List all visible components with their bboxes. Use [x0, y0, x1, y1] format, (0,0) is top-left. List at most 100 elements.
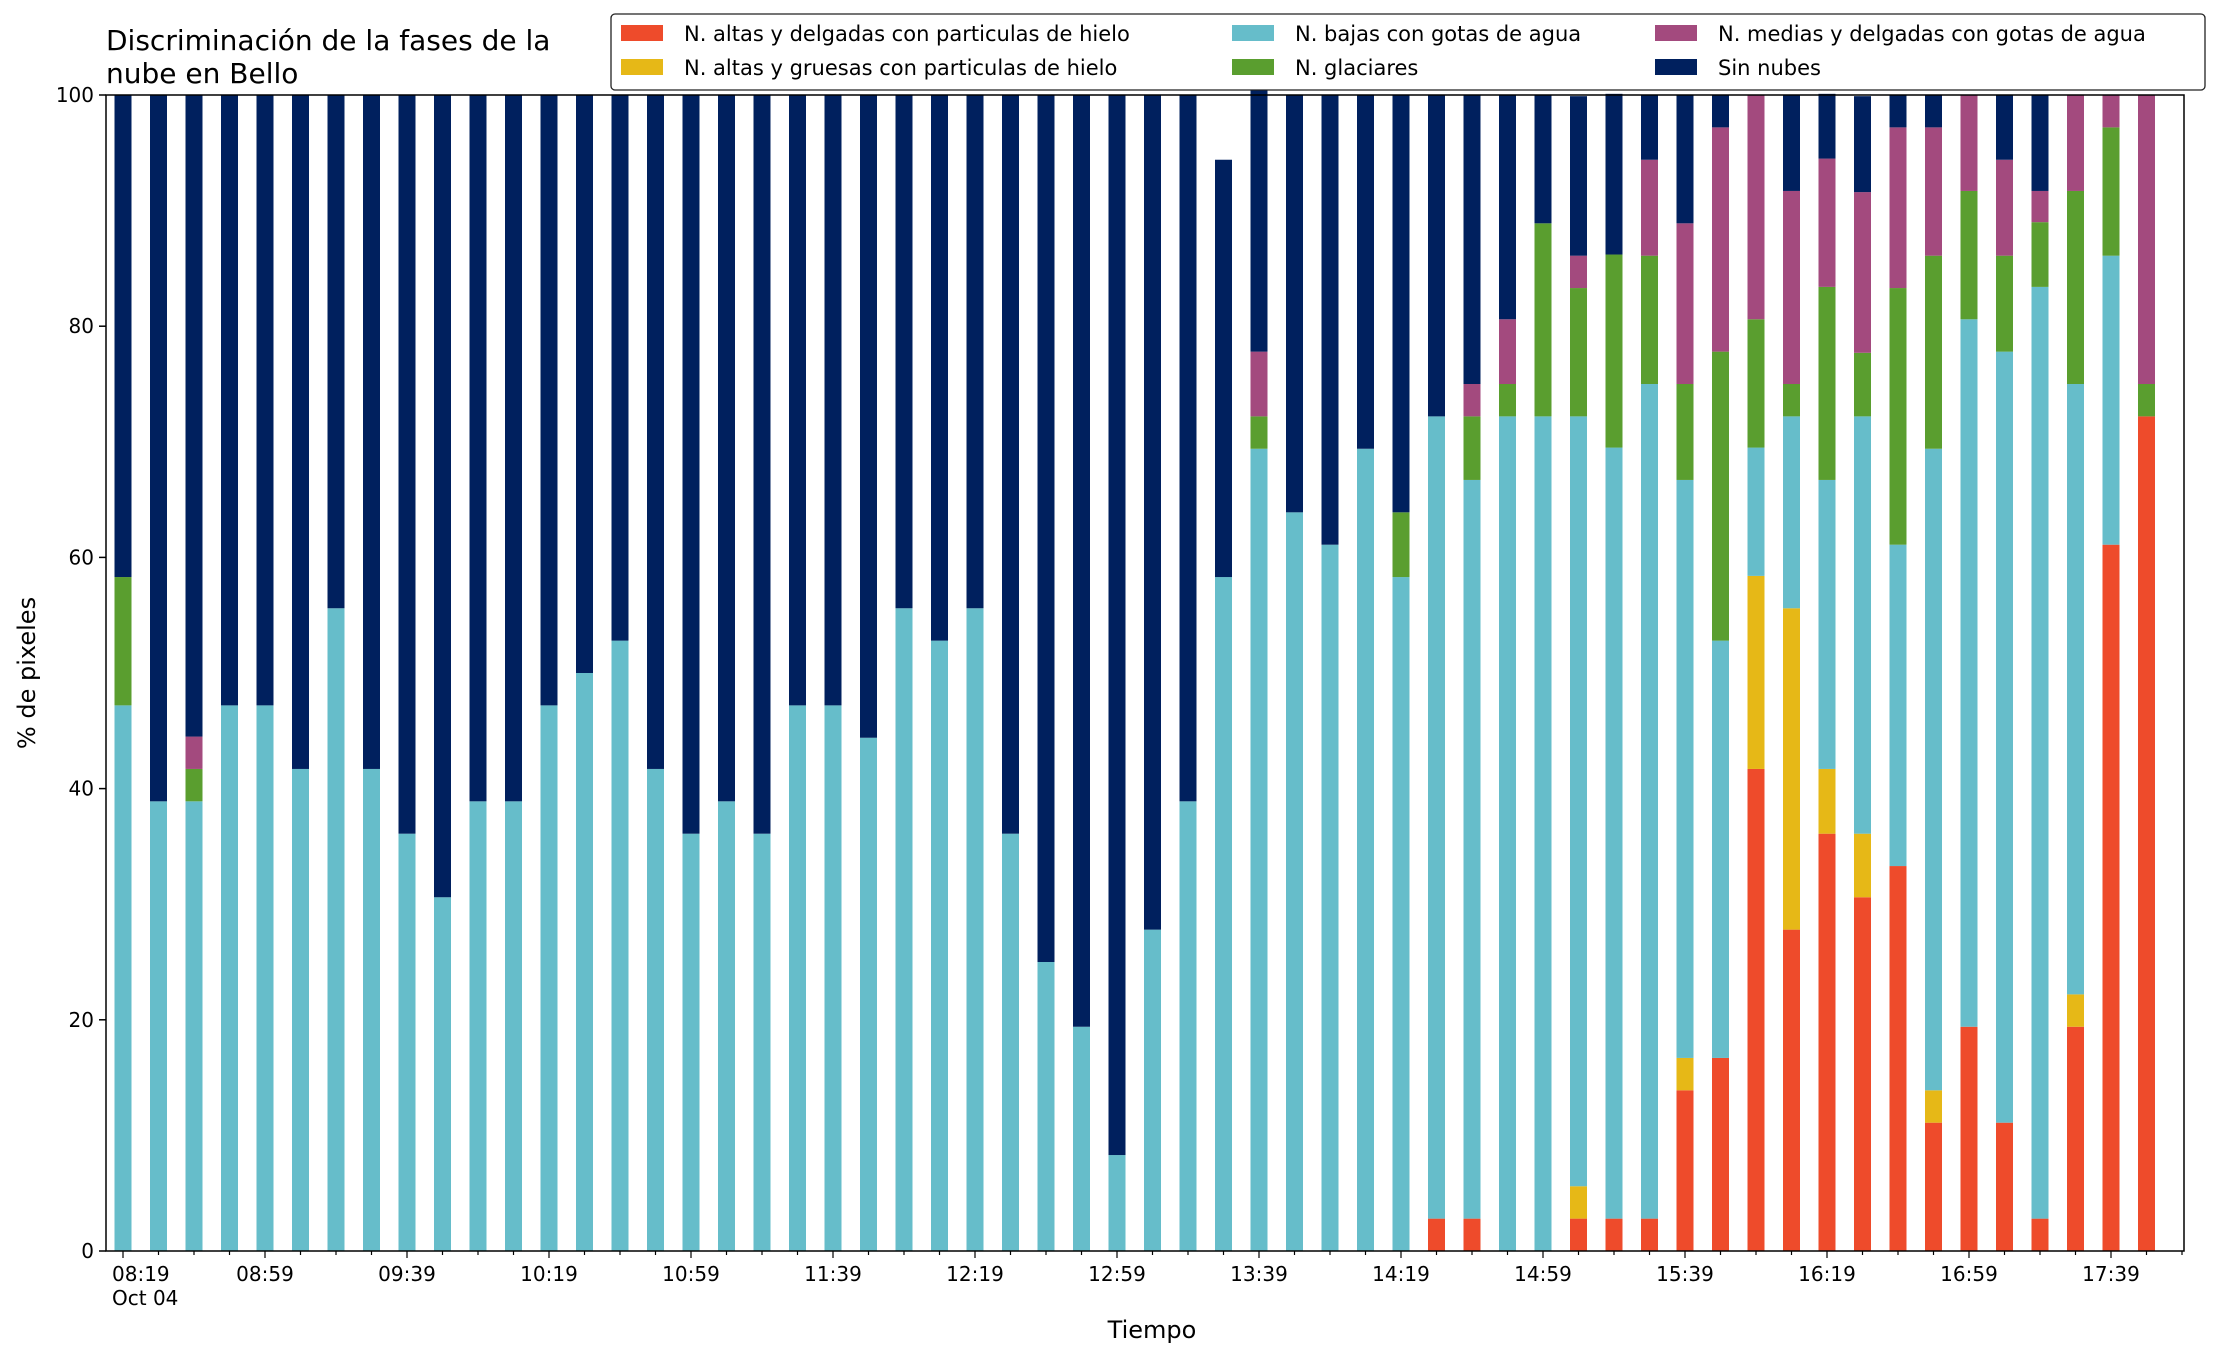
- legend-swatch: [1232, 59, 1274, 75]
- bar-segment: [1783, 608, 1800, 930]
- x-axis-label: Tiempo: [1107, 1316, 1197, 1344]
- bar-segment: [1712, 1057, 1729, 1251]
- bar-segment: [1818, 93, 1836, 159]
- bar-segment: [1783, 190, 1800, 384]
- bar-segment: [1676, 223, 1694, 384]
- bar-segment: [1037, 95, 1055, 962]
- bar-segment: [1641, 159, 1658, 256]
- bar-segment: [2102, 95, 2120, 128]
- bar-segment: [1712, 351, 1729, 641]
- y-tick-label: 0: [81, 1239, 94, 1263]
- bar-segment: [1996, 255, 2013, 352]
- bar-segment: [1747, 768, 1765, 1251]
- bar-segment: [469, 95, 487, 802]
- bar-segment: [1747, 95, 1765, 320]
- x-tick-label: 15:39: [1656, 1262, 1714, 1286]
- bar-segment: [1925, 255, 1942, 449]
- bar-segment: [398, 95, 416, 834]
- bar-segment: [966, 608, 984, 1251]
- bar-segment: [1499, 416, 1516, 1251]
- bar-segment: [1854, 416, 1871, 834]
- bar-segment: [2138, 416, 2155, 1251]
- bar-segment: [860, 737, 877, 1251]
- bar-segment: [682, 95, 700, 834]
- bar-segment: [2138, 95, 2155, 384]
- x-tick-label: 16:59: [1940, 1262, 1998, 1286]
- legend-swatch: [621, 25, 663, 41]
- bar-segment: [1321, 544, 1339, 1251]
- bar-segment: [185, 801, 203, 1251]
- bar-segment: [1570, 96, 1587, 256]
- bar-segment: [1108, 1155, 1126, 1251]
- bar-segment: [1463, 479, 1481, 1219]
- bar-segment: [505, 95, 522, 802]
- bar-segment: [1889, 288, 1907, 545]
- chart-title-line-2: nube en Bello: [106, 57, 298, 90]
- y-axis-label: % de pixeles: [13, 597, 41, 749]
- x-tick-sublabel: Oct 04: [112, 1286, 178, 1310]
- bar-segment: [1889, 95, 1907, 128]
- legend-swatch: [621, 59, 663, 75]
- bar-segment: [540, 95, 558, 706]
- bar-segment: [611, 95, 629, 641]
- bar-segment: [1428, 416, 1445, 1219]
- bar-segment: [1605, 447, 1623, 1219]
- bar-segment: [2067, 95, 2084, 191]
- x-tick-label: 14:19: [1372, 1262, 1430, 1286]
- bar-segment: [1747, 447, 1765, 576]
- bar-segment: [1712, 640, 1729, 1058]
- bar-segment: [576, 95, 593, 673]
- bar-segment: [292, 768, 309, 1251]
- bar-segment: [1889, 127, 1907, 289]
- bar-segment: [1605, 93, 1623, 255]
- legend-label: N. altas y gruesas con particulas de hie…: [684, 56, 1117, 80]
- bar-segment: [434, 95, 451, 898]
- x-tick-label: 09:39: [378, 1262, 436, 1286]
- bar-segment: [1534, 95, 1552, 224]
- bar-segment: [1783, 95, 1800, 191]
- bar-segment: [1960, 319, 1978, 1027]
- bar-segment: [1428, 1218, 1445, 1251]
- bar-segment: [2031, 286, 2049, 1219]
- x-tick-label: 14:59: [1514, 1262, 1572, 1286]
- x-tick-label: 10:19: [520, 1262, 578, 1286]
- bar-segment: [1889, 866, 1907, 1251]
- bar-segment: [2102, 127, 2120, 256]
- bar-segment: [1392, 512, 1410, 578]
- bar-segment: [1002, 95, 1019, 834]
- bar-segment: [1747, 319, 1765, 448]
- bar-segment: [221, 705, 238, 1251]
- bar-segment: [434, 897, 451, 1251]
- bar-segment: [256, 95, 274, 706]
- bar-segment: [1463, 1218, 1481, 1251]
- bar-segment: [753, 95, 771, 834]
- legend-label: N. bajas con gotas de agua: [1295, 22, 1581, 46]
- bar-segment: [2031, 1218, 2049, 1251]
- bar-segment: [2031, 222, 2049, 287]
- bar-segment: [1641, 255, 1658, 384]
- bar-segment: [1534, 223, 1552, 417]
- bar-segment: [150, 801, 167, 1251]
- bar-segment: [1818, 286, 1836, 480]
- bar-segment: [2102, 255, 2120, 545]
- bar-segment: [1250, 351, 1268, 417]
- bar-segment: [1854, 833, 1871, 898]
- bar-segment: [789, 705, 806, 1251]
- bar-segment: [2138, 384, 2155, 417]
- legend-swatch: [1655, 25, 1697, 41]
- bar-segment: [1712, 95, 1729, 128]
- bar-segment: [1641, 95, 1658, 160]
- bar-segment: [1818, 833, 1836, 1251]
- bar-segment: [1534, 416, 1552, 1251]
- bar-segment: [1570, 1218, 1587, 1251]
- bar-segment: [1499, 384, 1516, 417]
- y-tick-label: 100: [56, 83, 94, 107]
- bar-segment: [1250, 448, 1268, 1251]
- x-tick-label: 11:39: [804, 1262, 862, 1286]
- bar-segment: [363, 768, 380, 1251]
- bar-segment: [1960, 1026, 1978, 1251]
- y-tick-label: 20: [69, 1008, 94, 1032]
- bar-segment: [931, 640, 948, 1251]
- bar-segment: [1570, 288, 1587, 417]
